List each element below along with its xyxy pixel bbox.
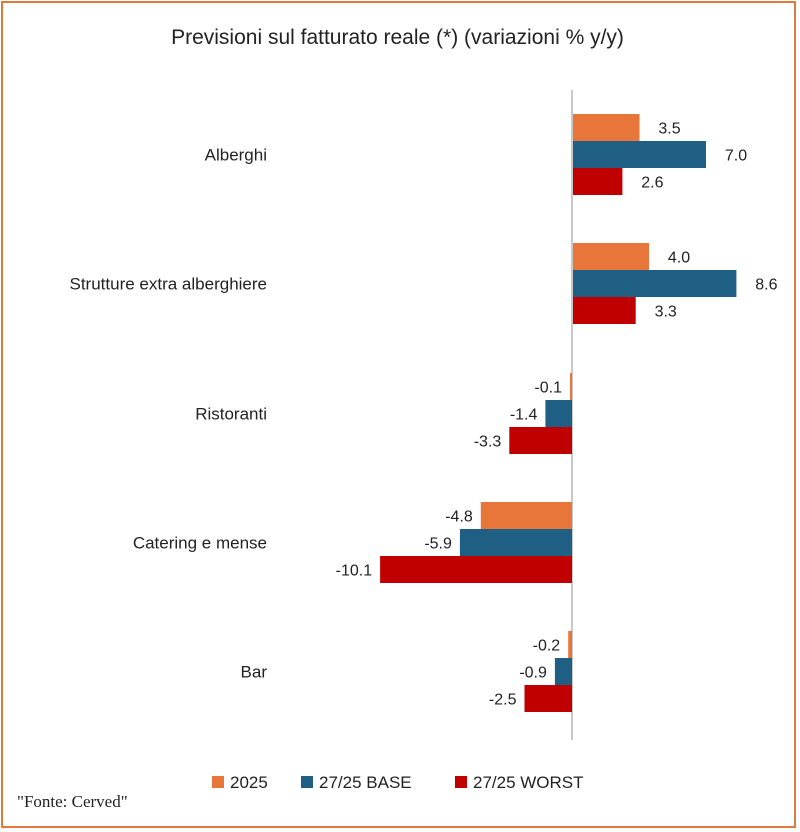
category-label-ristoranti: Ristoranti [195, 405, 267, 424]
bar-alberghi-2025 [573, 114, 640, 141]
bar-strutture-extra-alberghiere-27-25-worst [573, 297, 636, 324]
bar-alberghi-27-25-worst [573, 168, 623, 195]
data-label-strutture-extra-alberghiere-27-25-worst: 3.3 [655, 304, 677, 321]
data-label-strutture-extra-alberghiere-27-25-base: 8.6 [755, 277, 777, 294]
data-label-bar-27-25-worst: -2.5 [489, 692, 517, 709]
legend-label-2025: 2025 [230, 773, 268, 792]
legend-label-27-25-worst: 27/25 WORST [473, 773, 584, 792]
data-label-catering-e-mense-27-25-base: -5.9 [424, 536, 452, 553]
legend-swatch-27-25-worst [455, 776, 467, 788]
legend-label-27-25-base: 27/25 BASE [319, 773, 412, 792]
bar-ristoranti-27-25-base [545, 400, 572, 427]
category-label-alberghi: Alberghi [205, 146, 267, 165]
bar-strutture-extra-alberghiere-2025 [573, 243, 649, 270]
bar-ristoranti-2025 [570, 373, 572, 400]
bar-catering-e-mense-27-25-worst [380, 556, 572, 583]
data-label-ristoranti-2025: -0.1 [534, 380, 562, 397]
bar-bar-27-25-worst [524, 685, 572, 712]
source-note: "Fonte: Cerved" [17, 792, 128, 811]
data-label-alberghi-27-25-worst: 2.6 [641, 175, 663, 192]
bar-catering-e-mense-27-25-base [459, 529, 572, 556]
bar-alberghi-27-25-base [573, 141, 706, 168]
bar-bar-2025 [568, 631, 572, 658]
data-label-ristoranti-27-25-base: -1.4 [510, 407, 538, 424]
data-label-bar-27-25-base: -0.9 [519, 665, 547, 682]
data-label-alberghi-2025: 3.5 [658, 121, 680, 138]
legend-swatch-2025 [212, 776, 224, 788]
data-label-alberghi-27-25-base: 7.0 [725, 148, 747, 165]
chart-title: Previsioni sul fatturato reale (*) (vari… [171, 26, 624, 49]
data-label-catering-e-mense-27-25-worst: -10.1 [336, 563, 373, 580]
data-label-ristoranti-27-25-worst: -3.3 [474, 434, 502, 451]
bar-strutture-extra-alberghiere-27-25-base [573, 270, 737, 297]
bar-bar-27-25-base [554, 658, 572, 685]
data-label-strutture-extra-alberghiere-2025: 4.0 [668, 250, 690, 267]
legend-swatch-27-25-base [301, 776, 313, 788]
bar-ristoranti-27-25-worst [509, 427, 572, 454]
category-label-catering-e-mense: Catering e mense [133, 534, 267, 553]
data-label-catering-e-mense-2025: -4.8 [445, 509, 473, 526]
category-label-bar: Bar [241, 663, 268, 682]
data-label-bar-2025: -0.2 [533, 638, 561, 655]
category-label-strutture-extra-alberghiere: Strutture extra alberghiere [70, 275, 268, 294]
bar-catering-e-mense-2025 [480, 502, 572, 529]
